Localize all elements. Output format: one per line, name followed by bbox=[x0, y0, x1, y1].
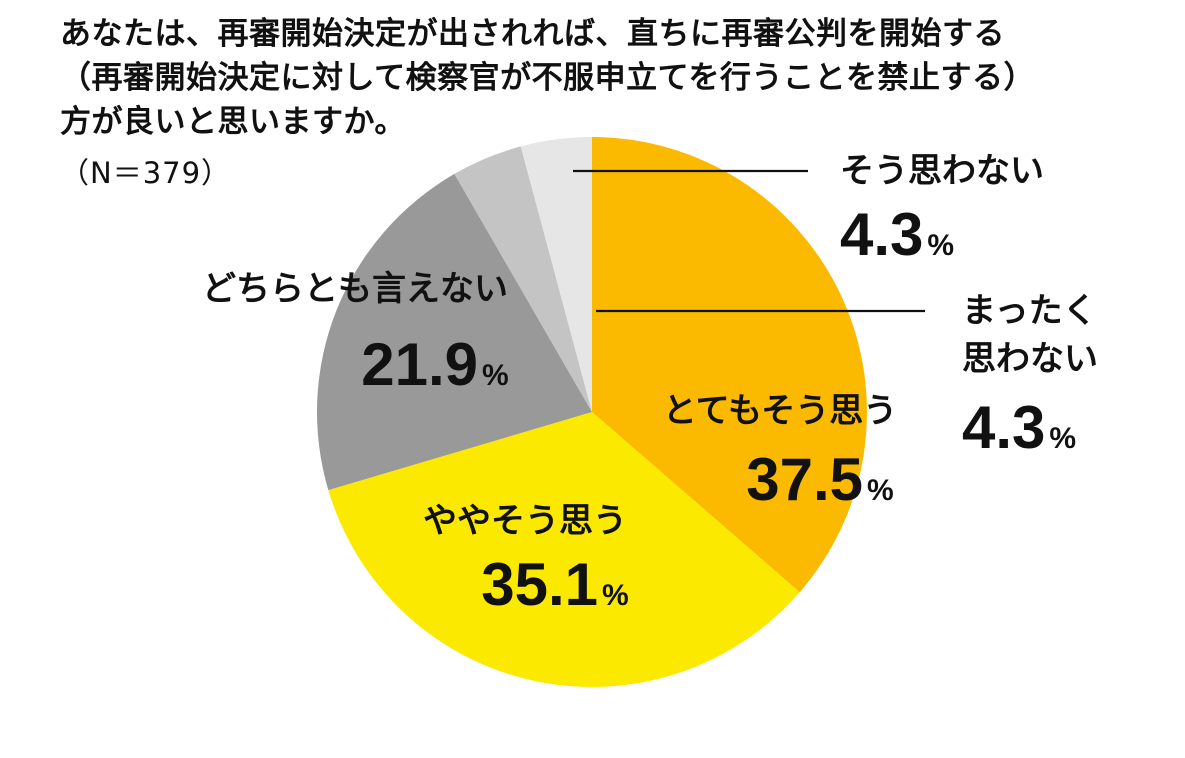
chart-title: あなたは、再審開始決定が出されれば、直ちに再審公判を開始する （再審開始決定に対… bbox=[60, 12, 1170, 144]
slice-label-2: ややそう思う bbox=[423, 501, 627, 541]
pie-slice-4 bbox=[454, 146, 592, 412]
slice-label-3: どちらとも言えない bbox=[202, 269, 508, 309]
pie-slice-1 bbox=[592, 137, 868, 593]
slice-value-5: 4.3% bbox=[840, 201, 954, 268]
slice-value-1: 37.5% bbox=[746, 446, 893, 513]
sample-size: （N＝379） bbox=[60, 156, 232, 190]
pie-slice-2 bbox=[328, 412, 800, 687]
title-line-2: （再審開始決定に対して検察官が不服申立てを行うことを禁止する） bbox=[60, 60, 1035, 96]
slice-label-1: とてもそう思う bbox=[663, 391, 898, 431]
slice-value-3: 21.9% bbox=[361, 331, 508, 398]
slice-label-4: まったく思わない bbox=[962, 291, 1098, 379]
slice-value-2: 35.1% bbox=[481, 551, 628, 618]
slice-value-4: 4.3% bbox=[962, 394, 1076, 461]
slice-label-5: そう思わない bbox=[840, 151, 1044, 191]
title-line-1: あなたは、再審開始決定が出されれば、直ちに再審公判を開始する bbox=[60, 16, 1005, 52]
pie-slice-3 bbox=[317, 173, 592, 491]
pie-slice-5 bbox=[520, 137, 592, 412]
title-line-3: 方が良いと思いますか。 bbox=[60, 104, 406, 140]
